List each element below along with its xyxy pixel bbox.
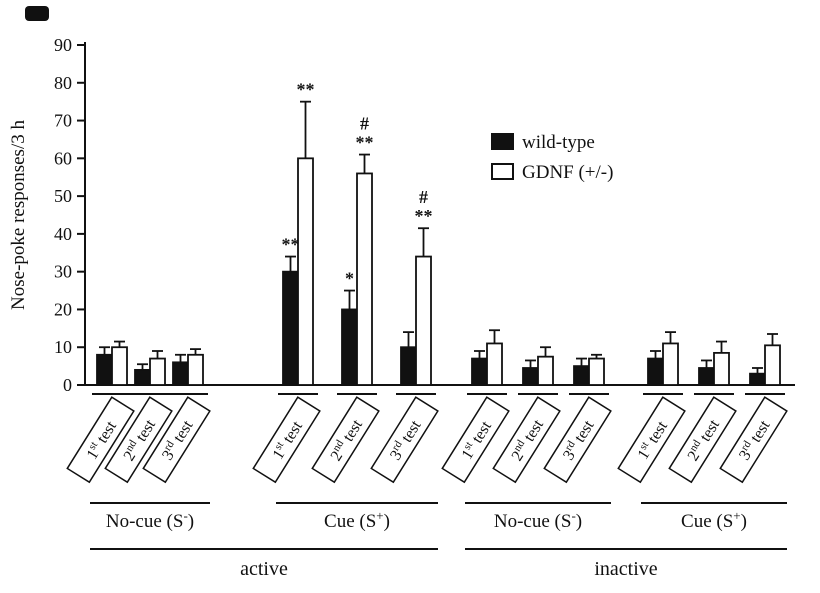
y-tick-label: 80: [54, 73, 72, 93]
y-axis-title: Nose-poke responses/3 h: [8, 120, 29, 310]
test-label-frame: [543, 396, 612, 484]
y-tick-label: 40: [54, 224, 72, 244]
bar-gdnf: [111, 346, 128, 386]
y-tick-label: 30: [54, 262, 72, 282]
bar-wild-type: [282, 270, 299, 386]
test-label-frame: [441, 396, 510, 484]
test-label-frame: [104, 396, 173, 484]
significance-mark: **: [415, 206, 433, 226]
y-tick-label: 90: [54, 35, 72, 55]
bar-gdnf: [356, 172, 373, 386]
condition-label: Cue (S+): [324, 508, 390, 532]
bar-gdnf: [149, 357, 166, 386]
test-label-frame: [370, 396, 439, 484]
test-label-frame: [252, 396, 321, 484]
bar-wild-type: [698, 367, 715, 386]
bar-gdnf: [588, 357, 605, 386]
test-label-box: 1st test: [252, 396, 321, 484]
test-label-box: 3rd test: [370, 396, 439, 484]
test-label-frame: [311, 396, 380, 484]
test-label-box: 3rd test: [719, 396, 788, 484]
y-tick-label: 60: [54, 148, 72, 168]
y-tick-label: 0: [63, 375, 72, 395]
bar-gdnf: [297, 157, 314, 386]
significance-mark: **: [282, 235, 300, 255]
y-tick-label: 10: [54, 337, 72, 357]
test-label-frame: [668, 396, 737, 484]
significance-mark: #: [419, 187, 428, 207]
test-label-frame: [142, 396, 211, 484]
bar-gdnf: [486, 342, 503, 386]
test-label-box: 2nd test: [311, 396, 380, 484]
bar-wild-type: [647, 357, 664, 386]
panel-marker: [25, 6, 49, 21]
test-label-box: 1st test: [66, 396, 135, 484]
test-label-frame: [492, 396, 561, 484]
y-tick-label: 70: [54, 111, 72, 131]
bar-wild-type: [96, 353, 113, 386]
test-label-frame: [66, 396, 135, 484]
significance-mark: *: [345, 269, 354, 289]
bar-gdnf: [415, 255, 432, 386]
bar-wild-type: [341, 308, 358, 386]
bar-wild-type: [749, 372, 766, 386]
test-label-frame: [617, 396, 686, 484]
bar-wild-type: [471, 357, 488, 386]
section-label: active: [240, 558, 288, 580]
bar-gdnf: [187, 353, 204, 386]
condition-label: No-cue (S-): [494, 508, 582, 532]
bar-gdnf: [662, 342, 679, 386]
legend-swatch-0: [491, 133, 514, 150]
bar-gdnf: [713, 351, 730, 386]
legend: wild-type GDNF (+/-): [491, 132, 613, 183]
significance-mark: #: [360, 114, 369, 134]
significance-mark: **: [356, 133, 374, 153]
legend-swatch-1: [491, 163, 514, 180]
bar-wild-type: [400, 346, 417, 386]
legend-label-0: wild-type: [522, 132, 595, 153]
y-tick-label: 50: [54, 186, 72, 206]
test-label-box: 1st test: [441, 396, 510, 484]
bar-wild-type: [172, 361, 189, 386]
condition-label: Cue (S+): [681, 508, 747, 532]
significance-mark: **: [297, 80, 315, 100]
bar-wild-type: [134, 368, 151, 386]
test-label-frame: [719, 396, 788, 484]
section-label: inactive: [594, 558, 657, 580]
bar-wild-type: [522, 367, 539, 386]
bar-gdnf: [537, 355, 554, 386]
legend-label-1: GDNF (+/-): [522, 162, 613, 183]
bar-gdnf: [764, 344, 781, 386]
y-tick-label: 20: [54, 299, 72, 319]
test-label-box: 3rd test: [142, 396, 211, 484]
test-label-box: 3rd test: [543, 396, 612, 484]
condition-label: No-cue (S-): [106, 508, 194, 532]
bar-wild-type: [573, 365, 590, 386]
